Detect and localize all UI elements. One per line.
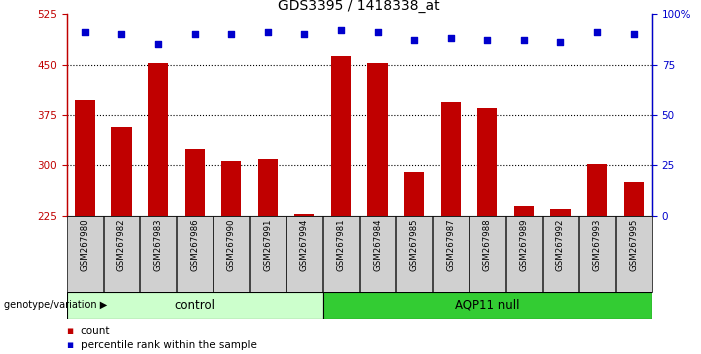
Text: GSM267982: GSM267982 xyxy=(117,218,126,271)
Text: AQP11 null: AQP11 null xyxy=(455,299,519,312)
Bar xyxy=(148,63,168,216)
FancyBboxPatch shape xyxy=(287,216,322,292)
Text: GSM267984: GSM267984 xyxy=(373,218,382,271)
Text: GSM267989: GSM267989 xyxy=(519,218,529,271)
FancyBboxPatch shape xyxy=(360,216,395,292)
Bar xyxy=(477,108,498,216)
Text: GSM267990: GSM267990 xyxy=(226,218,236,271)
Point xyxy=(262,29,273,35)
FancyBboxPatch shape xyxy=(104,216,139,292)
Bar xyxy=(184,149,205,216)
Bar xyxy=(331,56,351,216)
Bar xyxy=(294,214,315,216)
Point xyxy=(152,42,163,47)
Point xyxy=(518,38,529,43)
FancyBboxPatch shape xyxy=(177,216,212,292)
FancyBboxPatch shape xyxy=(470,216,505,292)
Point xyxy=(189,32,200,37)
Text: GSM267994: GSM267994 xyxy=(300,218,309,271)
FancyBboxPatch shape xyxy=(250,216,286,292)
Bar xyxy=(587,164,607,216)
Text: GSM267985: GSM267985 xyxy=(409,218,418,271)
Text: percentile rank within the sample: percentile rank within the sample xyxy=(81,340,257,350)
Text: GSM267988: GSM267988 xyxy=(483,218,492,271)
Bar xyxy=(514,206,534,216)
FancyBboxPatch shape xyxy=(579,216,615,292)
FancyBboxPatch shape xyxy=(140,216,176,292)
Point xyxy=(335,28,346,33)
Bar xyxy=(221,161,241,216)
Point xyxy=(226,32,237,37)
Text: count: count xyxy=(81,326,110,336)
Bar xyxy=(624,182,644,216)
Text: GSM267980: GSM267980 xyxy=(81,218,90,271)
FancyBboxPatch shape xyxy=(323,216,359,292)
Point xyxy=(628,32,639,37)
Point xyxy=(299,32,310,37)
Text: ◾: ◾ xyxy=(67,326,74,336)
Text: GSM267992: GSM267992 xyxy=(556,218,565,271)
Text: genotype/variation ▶: genotype/variation ▶ xyxy=(4,300,107,310)
Point xyxy=(409,38,420,43)
Point xyxy=(445,35,456,41)
Text: GSM267993: GSM267993 xyxy=(592,218,601,271)
Bar xyxy=(441,102,461,216)
FancyBboxPatch shape xyxy=(396,216,432,292)
FancyBboxPatch shape xyxy=(67,216,103,292)
Point xyxy=(555,40,566,45)
Text: GSM267983: GSM267983 xyxy=(154,218,163,271)
Point xyxy=(372,29,383,35)
Bar xyxy=(75,100,95,216)
Point xyxy=(482,38,493,43)
Text: GSM267986: GSM267986 xyxy=(190,218,199,271)
Point xyxy=(79,29,90,35)
Bar xyxy=(111,127,132,216)
FancyBboxPatch shape xyxy=(322,292,652,319)
Bar xyxy=(367,63,388,216)
FancyBboxPatch shape xyxy=(213,216,249,292)
Text: GSM267987: GSM267987 xyxy=(447,218,455,271)
Text: GSM267981: GSM267981 xyxy=(336,218,346,271)
FancyBboxPatch shape xyxy=(506,216,542,292)
FancyBboxPatch shape xyxy=(543,216,578,292)
Text: GSM267995: GSM267995 xyxy=(629,218,638,271)
FancyBboxPatch shape xyxy=(67,292,322,319)
Bar xyxy=(258,159,278,216)
Text: control: control xyxy=(174,299,215,312)
FancyBboxPatch shape xyxy=(615,216,651,292)
Bar xyxy=(404,172,424,216)
Text: GSM267991: GSM267991 xyxy=(264,218,272,271)
Point xyxy=(592,29,603,35)
Point xyxy=(116,32,127,37)
Title: GDS3395 / 1418338_at: GDS3395 / 1418338_at xyxy=(278,0,440,13)
Text: ◾: ◾ xyxy=(67,340,74,350)
FancyBboxPatch shape xyxy=(433,216,469,292)
Bar xyxy=(550,209,571,216)
